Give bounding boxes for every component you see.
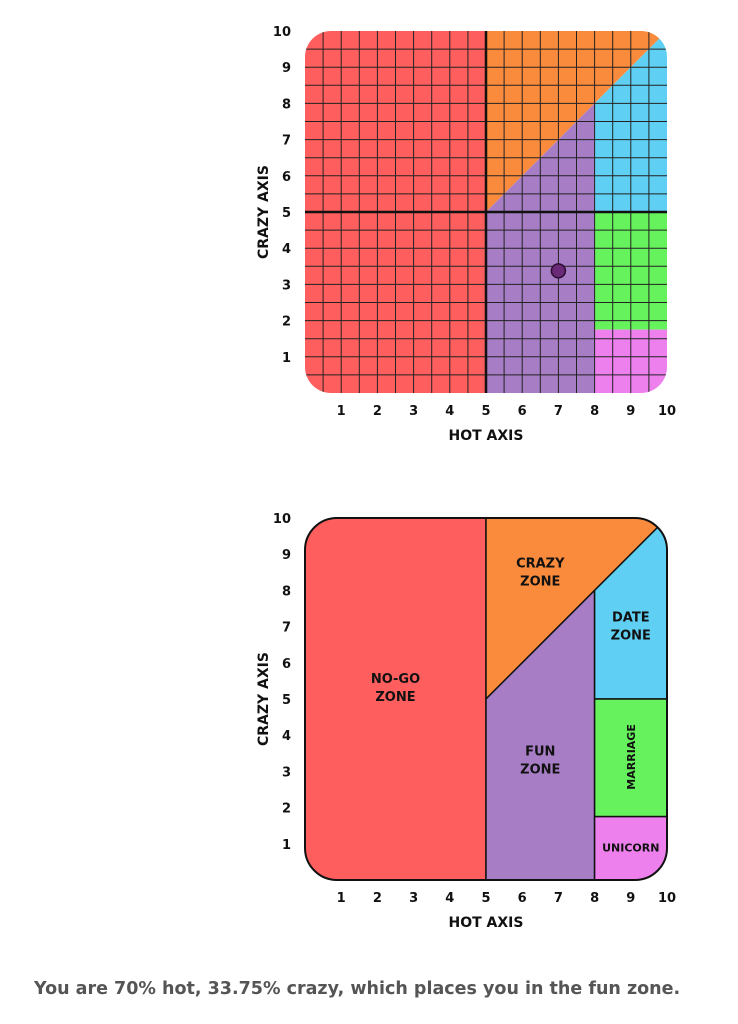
x-tick-label: 2 [373,891,382,906]
x-tick-label: 10 [658,891,676,906]
y-tick-label: 4 [282,729,291,744]
x-axis-title: HOT AXIS [449,915,524,931]
y-tick-label: 2 [282,802,291,817]
zone-label-no_go: NO-GO ZONE [371,672,420,705]
x-tick-label: 4 [445,891,454,906]
x-tick-label: 3 [409,404,418,419]
y-tick-label: 6 [282,170,291,185]
x-tick-label: 1 [337,891,346,906]
x-tick-label: 2 [373,404,382,419]
chart1-plot-area [305,31,667,393]
y-tick-label: 1 [282,838,291,853]
zone-label-fun: FUN ZONE [520,745,560,778]
y-tick-label: 5 [282,693,291,708]
y-tick-label: 6 [282,657,291,672]
x-tick-label: 10 [658,404,676,419]
x-tick-label: 4 [445,404,454,419]
y-axis-title: CRAZY AXIS [256,165,272,259]
x-tick-label: 7 [554,404,563,419]
x-tick-label: 7 [554,891,563,906]
zone-unicorn [593,815,667,880]
y-tick-label: 9 [282,548,291,563]
chart2-plot-area [305,518,667,880]
x-tick-label: 6 [518,891,527,906]
chart2-border [304,517,668,881]
x-axis-title: HOT AXIS [449,428,524,444]
result-summary: You are 70% hot, 33.75% crazy, which pla… [34,979,681,999]
x-tick-label: 5 [481,404,490,419]
y-tick-label: 3 [282,765,291,780]
zone-label-marriage: MARRIAGE [625,724,638,790]
y-tick-label: 7 [282,134,291,149]
y-axis-title: CRAZY AXIS [256,652,272,746]
y-tick-label: 8 [282,97,291,112]
zone-label-crazy: CRAZY ZONE [516,556,565,589]
y-tick-label: 1 [282,351,291,366]
x-tick-label: 1 [337,404,346,419]
y-tick-label: 3 [282,278,291,293]
zone-label-unicorn: UNICORN [602,841,659,854]
x-tick-label: 8 [590,891,599,906]
zone-label-date: DATE ZONE [611,611,651,644]
x-tick-label: 9 [626,891,635,906]
x-tick-label: 8 [590,404,599,419]
x-tick-label: 6 [518,404,527,419]
zone-no_go [305,518,487,880]
y-tick-label: 9 [282,61,291,76]
x-tick-label: 9 [626,404,635,419]
y-tick-label: 2 [282,315,291,330]
y-tick-label: 7 [282,621,291,636]
y-tick-label: 10 [273,512,291,527]
data-point-marker [550,263,567,279]
x-tick-label: 3 [409,891,418,906]
y-tick-label: 4 [282,242,291,257]
y-tick-label: 10 [273,25,291,40]
y-tick-label: 8 [282,584,291,599]
x-tick-label: 5 [481,891,490,906]
y-tick-label: 5 [282,206,291,221]
chart1: 1 2 3 4 5 6 7 8 9 10 1 2 3 4 5 6 7 8 9 10 HOT AXIS CRAZY AXIS [256,25,676,444]
chart2: NO-GO ZONE CRAZY ZONE FUN ZONE DATE ZONE MARRIAG… [256,512,676,931]
